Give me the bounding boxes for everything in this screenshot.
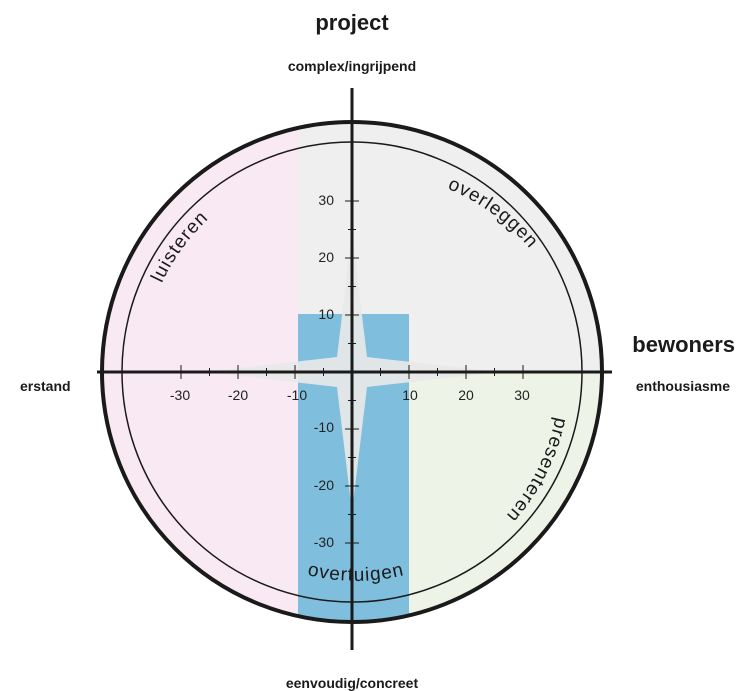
pole-left-label: erstand xyxy=(20,378,71,394)
x-tick-marks xyxy=(180,365,524,379)
x-tick-label: -10 xyxy=(287,387,307,403)
pole-top-label: complex/ingrijpend xyxy=(288,58,416,74)
y-tick-label: 10 xyxy=(318,306,334,322)
pole-bottom-label: eenvoudig/concreet xyxy=(286,675,419,691)
y-tick-labels: 30 20 10 -10 -20 -30 xyxy=(314,192,334,550)
x-tick-label: -20 xyxy=(228,387,248,403)
y-tick-marks xyxy=(345,200,359,544)
x-tick-labels: -30 -20 -10 10 20 30 xyxy=(170,387,530,403)
vertical-axis-title: project xyxy=(315,10,389,35)
y-tick-label: -20 xyxy=(314,477,334,493)
horizontal-axis-title: bewoners xyxy=(632,332,735,357)
x-tick-label: 10 xyxy=(402,387,418,403)
x-tick-label: 20 xyxy=(458,387,474,403)
x-tick-label: 30 xyxy=(514,387,530,403)
x-tick-label: -30 xyxy=(170,387,190,403)
pole-right-label: enthousiasme xyxy=(636,378,730,394)
y-tick-label: -30 xyxy=(314,534,334,550)
y-tick-label: -10 xyxy=(314,419,334,435)
y-tick-label: 20 xyxy=(318,249,334,265)
y-tick-label: 30 xyxy=(318,192,334,208)
